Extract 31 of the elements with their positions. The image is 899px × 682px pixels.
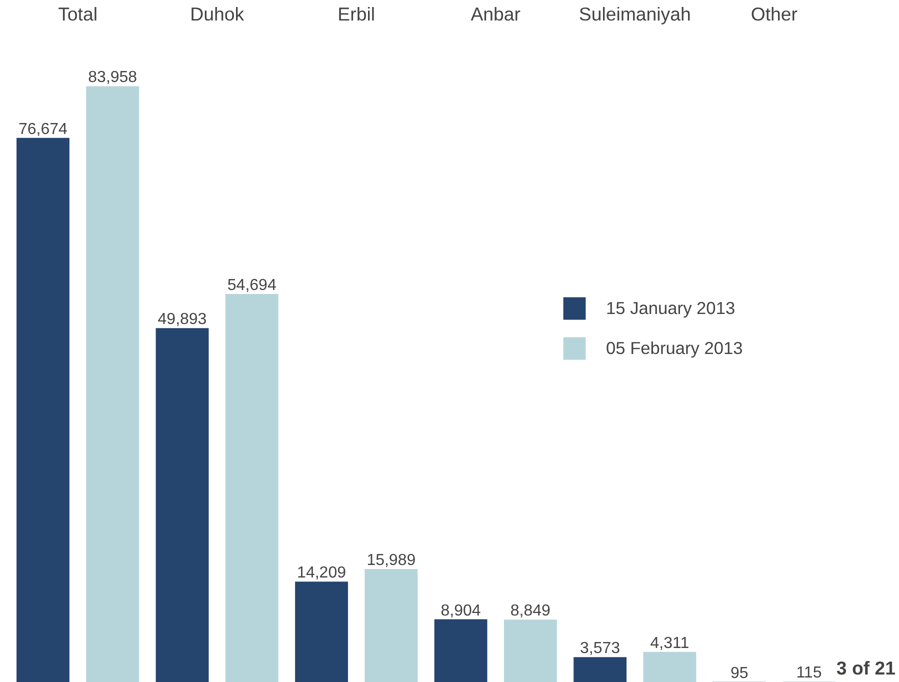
data-label: 115 — [796, 664, 822, 682]
data-label: 3,573 — [580, 640, 620, 658]
data-label: 76,674 — [18, 120, 68, 138]
data-label: 8,904 — [440, 602, 481, 620]
x-tick-label: Suleimaniyah — [578, 4, 691, 24]
annotation: 3 of 21 — [836, 658, 896, 678]
x-tick-label: Other — [750, 4, 798, 24]
x-tick-label: Erbil — [338, 4, 376, 24]
legend-label: 05 February 2013 — [606, 338, 743, 358]
x-tick-label: Duhok — [190, 4, 245, 24]
bar — [295, 582, 348, 682]
bar — [225, 294, 278, 682]
data-label: 8,849 — [510, 602, 551, 620]
x-tick-label: Total — [58, 4, 98, 24]
bar — [574, 657, 627, 682]
data-label: 54,694 — [227, 277, 276, 294]
data-label: 95 — [730, 664, 748, 682]
data-label: 15,989 — [366, 552, 416, 569]
legend-label: 15 January 2013 — [606, 298, 736, 318]
bar — [504, 620, 557, 682]
bar — [643, 652, 696, 682]
data-label: 49,893 — [158, 311, 207, 328]
bar — [364, 568, 418, 682]
bar — [156, 328, 209, 682]
bar — [86, 86, 140, 682]
x-tick-label: Anbar — [470, 4, 521, 24]
bar — [434, 619, 488, 682]
data-label: 4,311 — [650, 634, 690, 652]
bar — [16, 138, 70, 682]
data-label: 83,958 — [88, 69, 138, 86]
data-label: 14,209 — [297, 564, 346, 582]
